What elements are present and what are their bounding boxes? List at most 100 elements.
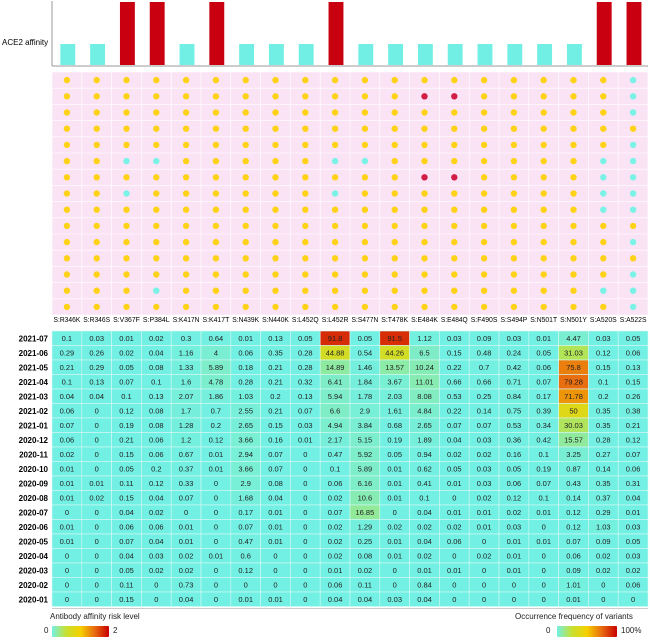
risk-dot <box>331 255 339 262</box>
column-label: S:S494P <box>501 317 528 324</box>
risk-dot <box>570 141 577 149</box>
risk-dot <box>302 190 309 197</box>
cell-value: 0.11 <box>119 479 133 488</box>
cell-value: 0.04 <box>268 493 283 502</box>
risk-dot <box>153 125 160 132</box>
risk-dot <box>451 157 458 165</box>
risk-dot <box>480 287 488 294</box>
risk-dot <box>451 238 458 246</box>
cell-value: 0.01 <box>536 334 551 343</box>
risk-dot <box>63 157 71 165</box>
cell-value: 0 <box>601 595 605 604</box>
risk-dot <box>570 76 577 84</box>
cell-value: 0.13 <box>149 392 164 401</box>
cell-value: 0.06 <box>149 522 164 531</box>
cell-value: 0.01 <box>447 508 462 517</box>
risk-dot <box>480 190 488 197</box>
column-label: S:A520S <box>590 317 617 324</box>
cell-value: 0.13 <box>298 392 313 401</box>
column-label: S:N439K <box>232 317 259 324</box>
risk-dot <box>182 255 190 262</box>
risk-dot <box>93 255 100 262</box>
cell-value: 0 <box>303 595 307 604</box>
cell-value: 0.04 <box>358 595 373 604</box>
cell-value: 0.02 <box>328 551 343 560</box>
row-label: 2021-02 <box>19 407 49 416</box>
cell-value: 0.62 <box>417 464 432 473</box>
risk-dot <box>93 76 100 84</box>
cell-value: 0.01 <box>268 522 283 531</box>
risk-dot <box>212 125 220 132</box>
cell-value: 0 <box>452 551 456 560</box>
cell-value: 0.19 <box>536 464 551 473</box>
risk-dot <box>242 206 249 213</box>
risk-dot <box>391 222 398 230</box>
cell-value: 0.08 <box>149 421 164 430</box>
risk-dot <box>272 93 279 100</box>
row-label: 2020-12 <box>19 436 49 445</box>
risk-dot <box>451 303 458 311</box>
cell-value: 0 <box>95 537 99 546</box>
cell-value: 0.15 <box>119 493 134 502</box>
cell-value: 0 <box>512 595 516 604</box>
cell-value: 0.11 <box>358 580 372 589</box>
cell-value: 3.25 <box>566 450 581 459</box>
risk-dot <box>391 287 398 294</box>
cell-value: 1.89 <box>417 435 432 444</box>
risk-dot <box>391 190 398 197</box>
cell-value: 2.9 <box>360 406 370 415</box>
cell-value: 0.07 <box>298 406 313 415</box>
row-label: 2021-06 <box>19 349 49 358</box>
cell-value: 0.01 <box>60 464 75 473</box>
risk-dot <box>63 76 71 84</box>
cell-value: 0.94 <box>417 450 432 459</box>
row-label: 2020-06 <box>19 523 49 532</box>
cell-value: 0.02 <box>447 522 462 531</box>
cell-value: 0 <box>95 450 99 459</box>
risk-dot <box>629 287 637 294</box>
cell-value: 0.04 <box>179 595 194 604</box>
risk-dot <box>242 255 249 262</box>
cell-value: 5.15 <box>358 435 373 444</box>
risk-dot <box>421 93 428 100</box>
cell-value: 4 <box>214 348 218 357</box>
cell-value: 0.06 <box>60 406 75 415</box>
cell-value: 0.03 <box>477 464 492 473</box>
risk-dot <box>153 238 160 246</box>
risk-dot <box>421 76 428 84</box>
risk-dot <box>629 222 637 230</box>
risk-dot <box>629 109 637 116</box>
cell-value: 0.66 <box>447 377 462 386</box>
risk-dot <box>212 174 220 181</box>
risk-dot <box>480 109 488 116</box>
risk-dot <box>510 76 518 84</box>
cell-value: 0.07 <box>179 493 194 502</box>
cell-value: 0.01 <box>60 493 75 502</box>
risk-dot <box>212 206 220 213</box>
ace2-bar-S:S494P <box>507 44 523 65</box>
risk-dot <box>182 109 190 116</box>
risk-dot <box>540 93 547 100</box>
risk-dot <box>302 157 309 165</box>
risk-dot <box>272 222 279 230</box>
cell-value: 0.07 <box>60 421 75 430</box>
frequency-legend-min: 0 <box>546 626 551 635</box>
risk-dot <box>212 93 220 100</box>
risk-dot <box>600 255 607 262</box>
cell-value: 0.01 <box>536 508 551 517</box>
cell-value: 0 <box>482 580 486 589</box>
risk-dot <box>540 287 547 294</box>
risk-dot <box>480 157 488 165</box>
cell-value: 0.01 <box>328 566 343 575</box>
cell-value: 0.17 <box>238 508 253 517</box>
risk-dot <box>182 157 190 165</box>
risk-dot <box>93 287 100 294</box>
cell-value: 0.02 <box>328 522 343 531</box>
cell-value: 0.06 <box>149 435 164 444</box>
risk-dot <box>540 238 547 246</box>
cell-value: 0 <box>273 566 277 575</box>
cell-value: 4.94 <box>328 421 343 430</box>
cell-value: 0.6 <box>240 551 250 560</box>
cell-value: 0 <box>65 595 69 604</box>
column-label: S:R346S <box>83 317 110 324</box>
